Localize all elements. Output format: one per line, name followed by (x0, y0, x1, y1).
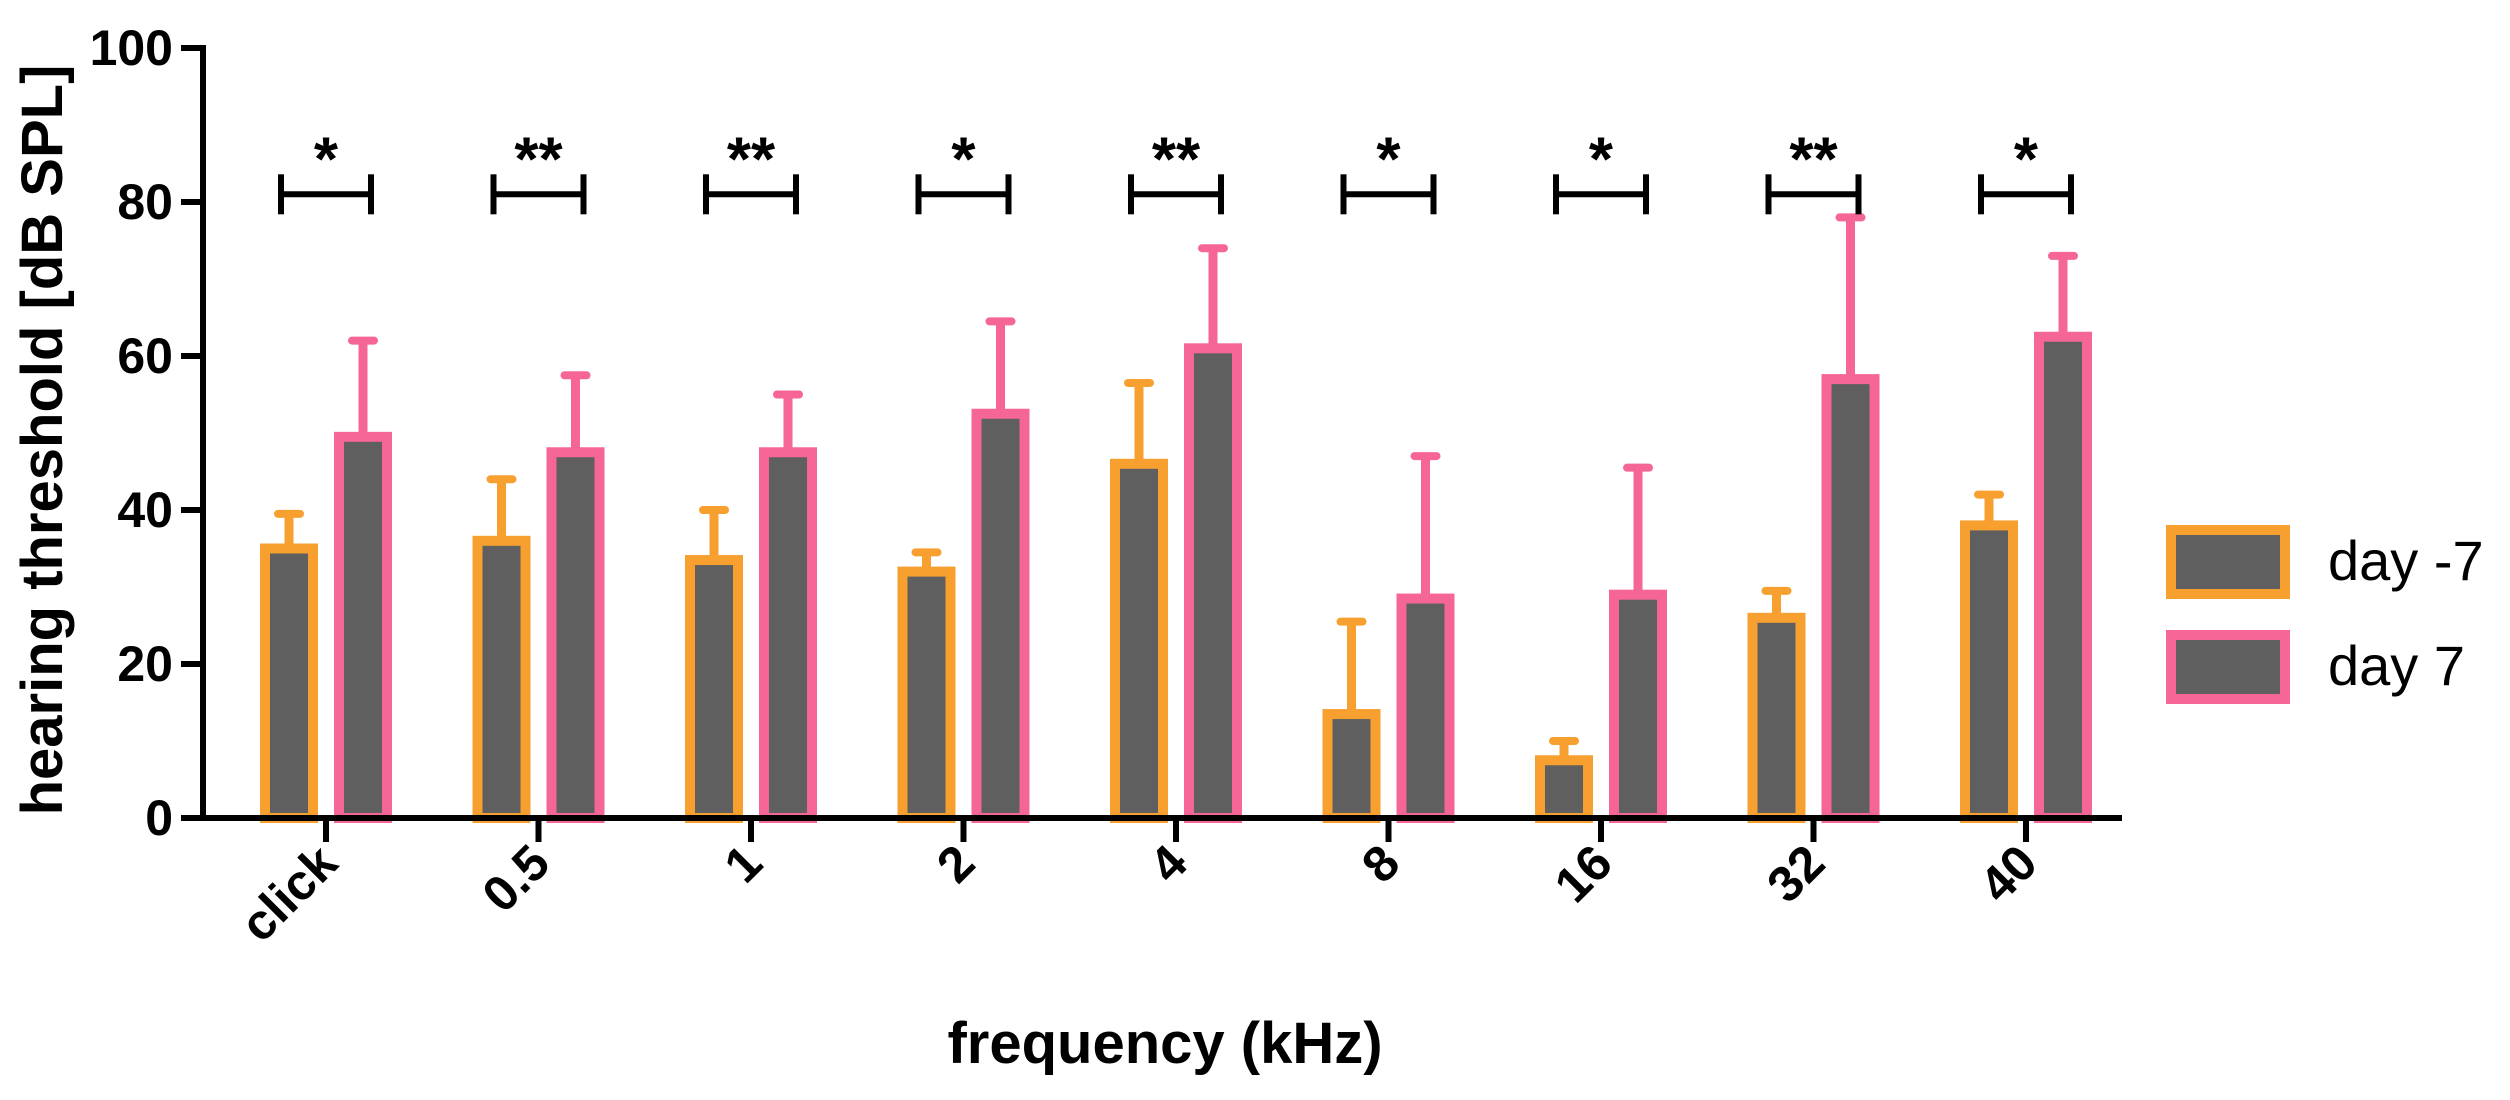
x-tick-label: 1 (714, 834, 773, 893)
legend-label: day 7 (2328, 634, 2465, 697)
significance-bracket: ** (1128, 125, 1224, 215)
significance-label: * (2014, 125, 2039, 194)
bar (1747, 612, 1806, 823)
significance-label: ** (1789, 125, 1838, 194)
significance-bracket: * (1978, 125, 2074, 215)
bar (759, 447, 817, 823)
x-tick-label: 40 (1969, 834, 2048, 913)
x-tick-label: 16 (1544, 834, 1623, 913)
legend-swatch (2166, 630, 2290, 704)
y-tick-label: 40 (117, 482, 173, 538)
y-tick-label: 0 (145, 790, 173, 846)
legend-label: day -7 (2328, 529, 2484, 592)
x-tick-label: click (230, 834, 348, 952)
x-tick-label: 32 (1756, 834, 1835, 913)
bar (1396, 593, 1455, 823)
significance-bracket: ** (1765, 125, 1862, 215)
bar (546, 447, 605, 823)
significance-markers: * ** ** * ** * * ** * (278, 125, 2074, 215)
bar (1609, 589, 1667, 824)
significance-label: * (314, 125, 339, 194)
significance-label: ** (514, 125, 563, 194)
significance-bracket: * (915, 125, 1012, 215)
significance-bracket: * (1340, 125, 1437, 215)
y-tick-label: 20 (117, 636, 173, 692)
legend: day -7 day 7 (2166, 525, 2484, 704)
significance-label: * (951, 125, 976, 194)
significance-bracket: ** (703, 125, 799, 215)
significance-label: * (1589, 125, 1614, 194)
bar (260, 543, 318, 823)
bar (971, 408, 1030, 823)
bar (1110, 458, 1168, 823)
legend-item: day 7 (2166, 630, 2465, 704)
bar (1960, 520, 2018, 824)
y-tick-label: 80 (117, 174, 173, 230)
bar (1821, 374, 1880, 823)
legend-swatch (2166, 525, 2290, 599)
y-tick-label: 100 (90, 20, 173, 76)
significance-label: ** (1152, 125, 1201, 194)
bar (2034, 331, 2092, 823)
legend-item: day -7 (2166, 525, 2484, 599)
bar (1184, 343, 1242, 823)
x-tick-label: 0.5 (472, 834, 561, 923)
bar (472, 535, 531, 823)
bar (334, 431, 392, 823)
x-tick-label: 4 (1139, 834, 1198, 893)
significance-bracket: * (278, 125, 374, 215)
significance-label: ** (727, 125, 776, 194)
significance-bracket: * (1553, 125, 1649, 215)
significance-bracket: ** (490, 125, 587, 215)
x-axis-label: frequency (kHz) (947, 1011, 1382, 1076)
bar (1322, 709, 1381, 823)
y-tick-label: 60 (117, 328, 173, 384)
bar (897, 566, 956, 823)
bar (685, 555, 743, 823)
bar (1535, 755, 1593, 823)
bars (260, 331, 2092, 824)
x-tick-label: 8 (1351, 834, 1410, 893)
x-tick-label: 2 (926, 834, 985, 893)
error-bars (274, 213, 2078, 761)
significance-label: * (1376, 125, 1401, 194)
y-axis-label: hearing threshold [dB SPL] (10, 65, 75, 816)
